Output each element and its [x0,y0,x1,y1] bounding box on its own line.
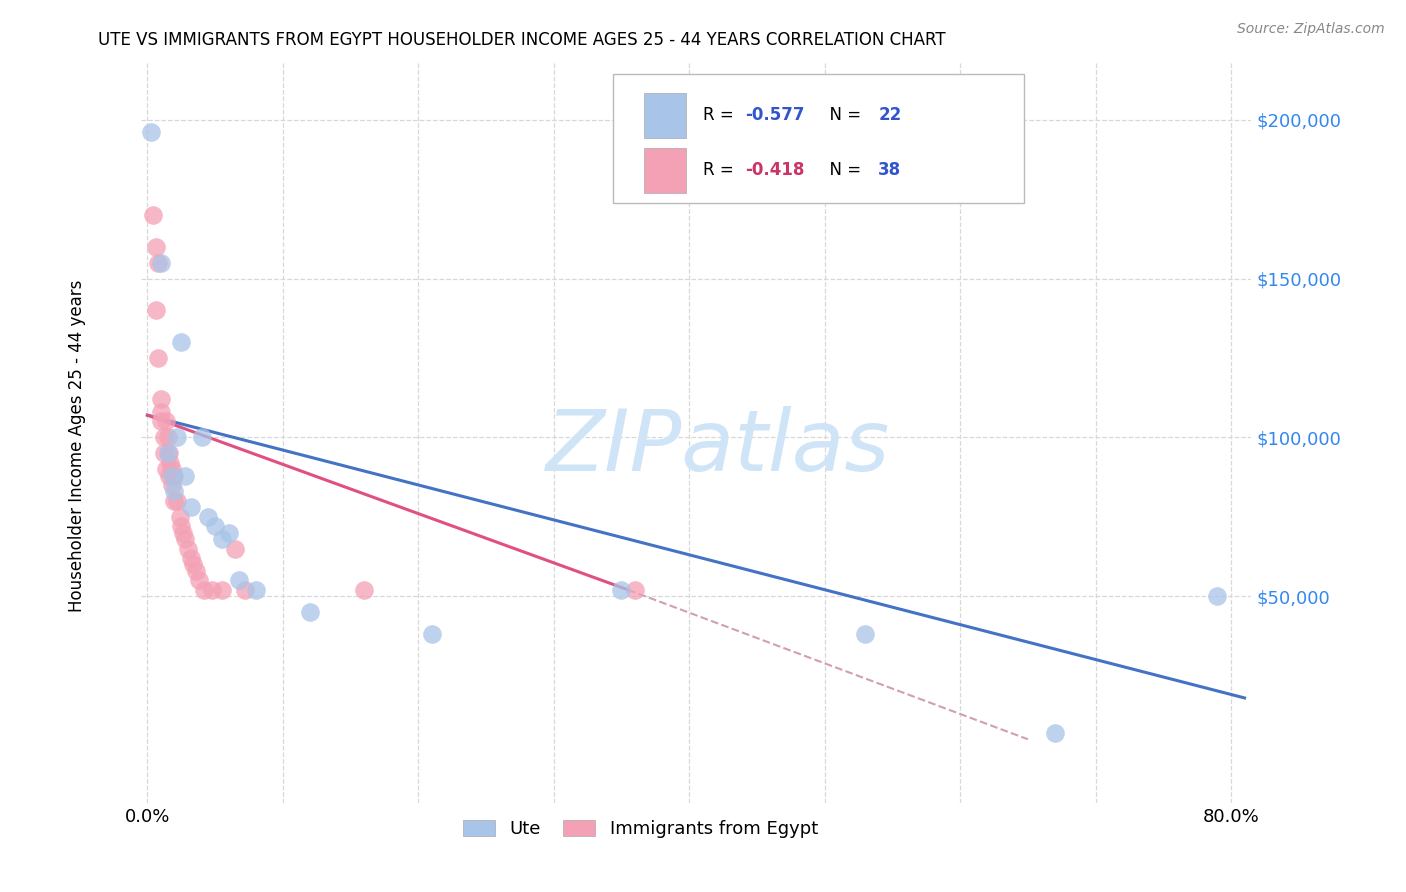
FancyBboxPatch shape [644,93,686,137]
Point [1043,726,1066,740]
Text: UTE VS IMMIGRANTS FROM EGYPT HOUSEHOLDER INCOME AGES 25 - 44 YEARS CORRELATION C: UTE VS IMMIGRANTS FROM EGYPT HOUSEHOLDER… [98,31,946,49]
Point [1206,589,1229,603]
Point [170,334,193,349]
Point [298,605,321,619]
Point [152,430,174,444]
Point [160,462,183,476]
Point [177,541,200,556]
Point [141,125,163,139]
Point [180,500,202,515]
Point [624,582,647,597]
Text: 38: 38 [879,161,901,179]
Point [145,240,167,254]
Point [190,430,212,444]
Point [853,627,876,641]
Point [148,255,170,269]
Point [420,627,443,641]
Point [211,532,233,546]
Point [149,405,172,419]
Text: -0.577: -0.577 [745,106,804,124]
Point [163,494,186,508]
Text: R =: R = [703,161,738,179]
Point [163,484,186,499]
Point [186,564,208,578]
Text: R =: R = [703,106,738,124]
Point [166,430,188,444]
FancyBboxPatch shape [644,148,686,193]
Text: Source: ZipAtlas.com: Source: ZipAtlas.com [1237,22,1385,37]
Point [155,415,177,429]
Text: 22: 22 [879,106,901,124]
Text: ZIPatlas: ZIPatlas [546,406,890,489]
Point [245,582,267,597]
Point [157,446,180,460]
Point [152,446,174,460]
Point [160,468,183,483]
Point [183,558,205,572]
Point [201,582,224,597]
Point [155,462,177,476]
Point [157,468,180,483]
Point [156,430,179,444]
Point [610,582,633,597]
Point [162,468,184,483]
Point [180,551,202,566]
Point [353,582,375,597]
Point [166,494,188,508]
Point [149,415,172,429]
Point [197,509,219,524]
Point [148,351,170,365]
Point [218,525,240,540]
Text: N =: N = [820,106,866,124]
Point [174,468,197,483]
Point [163,468,186,483]
Point [149,255,172,269]
Point [224,541,246,556]
Text: Householder Income Ages 25 - 44 years: Householder Income Ages 25 - 44 years [69,280,86,612]
Point [156,446,179,460]
Point [149,392,172,407]
Point [204,519,226,533]
Legend: Ute, Immigrants from Egypt: Ute, Immigrants from Egypt [456,813,825,846]
Point [145,303,167,318]
Text: N =: N = [820,161,866,179]
Point [174,532,197,546]
Point [169,509,191,524]
Point [211,582,233,597]
Text: -0.418: -0.418 [745,161,804,179]
Point [159,456,181,470]
FancyBboxPatch shape [613,73,1024,203]
Point [172,525,194,540]
Point [170,519,193,533]
Point [193,582,215,597]
Point [233,582,256,597]
Point [142,208,165,222]
Point [228,574,250,588]
Point [187,574,209,588]
Point [160,478,183,492]
